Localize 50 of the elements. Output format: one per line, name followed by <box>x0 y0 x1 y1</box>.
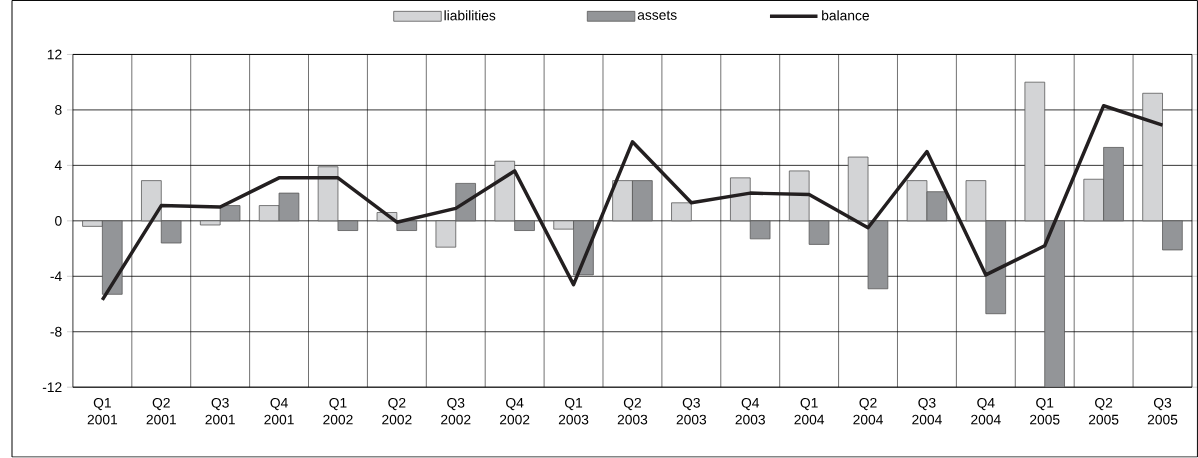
bar <box>1103 147 1124 222</box>
bar <box>906 180 928 222</box>
x-tick-label: Q3 2003 <box>676 398 707 425</box>
bar <box>435 220 457 248</box>
x-tick-label: Q4 2002 <box>499 398 530 425</box>
y-tick-label: 0 <box>55 216 62 226</box>
bar <box>612 180 633 222</box>
x-tick-label: Q2 2002 <box>382 398 412 425</box>
legend-label: liabilities <box>444 10 496 21</box>
legend-label: balance <box>822 10 869 21</box>
x-tick-label: Q4 2003 <box>735 398 765 425</box>
y-tick-label: 8 <box>55 105 62 116</box>
x-tick-label: Q1 2001 <box>87 398 118 425</box>
x-tick-label: Q4 2001 <box>264 398 294 425</box>
x-tick-label: Q3 2005 <box>1147 398 1178 425</box>
x-tick-label: Q1 2004 <box>794 398 825 425</box>
bar <box>730 177 751 222</box>
y-tick-label: -4 <box>50 271 62 282</box>
y-tick-label: 12 <box>47 49 62 60</box>
bar <box>1162 220 1183 251</box>
y-tick-label: -12 <box>42 382 62 393</box>
bar <box>632 180 653 222</box>
legend-label: assets <box>637 11 677 21</box>
bar <box>965 180 987 222</box>
x-tick-label: Q2 2005 <box>1088 398 1119 425</box>
x-tick-label: Q2 2004 <box>853 398 883 425</box>
x-tick-label: Q2 2001 <box>146 398 176 425</box>
y-tick-label: -8 <box>50 327 62 337</box>
x-tick-label: Q3 2004 <box>912 398 942 425</box>
y-tick-label: 4 <box>54 160 62 171</box>
bar <box>788 170 810 222</box>
bar <box>494 161 516 222</box>
bar <box>317 166 339 222</box>
bar <box>985 220 1007 315</box>
bar <box>671 202 692 222</box>
bar <box>258 205 280 222</box>
bar <box>199 220 221 226</box>
x-tick-label: Q3 2002 <box>441 398 471 425</box>
bar <box>1083 179 1105 222</box>
x-tick-label: Q1 2002 <box>323 398 353 425</box>
bar <box>141 180 162 222</box>
bar <box>847 156 869 222</box>
x-tick-label: Q4 2004 <box>971 398 1001 425</box>
x-tick-label: Q3 2001 <box>205 398 235 425</box>
x-tick-label: Q1 2003 <box>558 398 589 425</box>
x-tick-label: Q1 2005 <box>1030 398 1060 425</box>
x-tick-label: Q2 2003 <box>617 398 648 425</box>
bar <box>553 220 574 230</box>
bar <box>1044 220 1065 388</box>
line-series <box>100 104 1165 302</box>
